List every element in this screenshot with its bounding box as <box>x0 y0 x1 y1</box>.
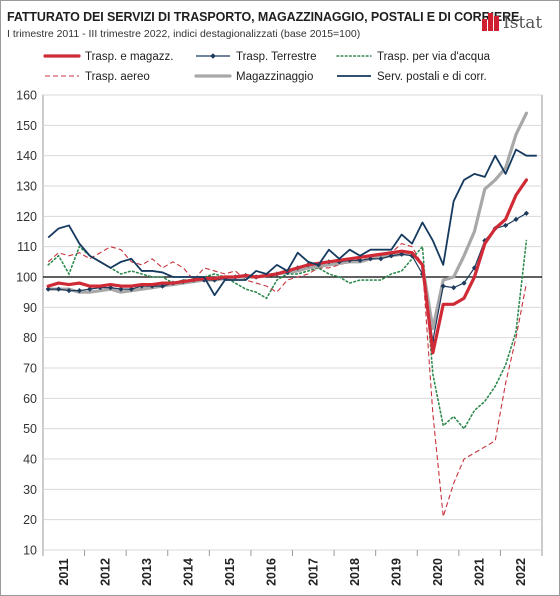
series-point-trasp-terrestre <box>55 286 62 292</box>
x-tick-label: 2014 <box>182 558 196 586</box>
series-line-trasp-aereo <box>47 243 527 517</box>
series-line-magazzinaggio <box>46 111 529 331</box>
y-tick-label: 100 <box>16 271 37 285</box>
legend-label-trasp-e-magazz: Trasp. e magazz. <box>85 51 173 63</box>
y-tick-label: 160 <box>16 89 37 103</box>
x-tick-label: 2021 <box>473 558 487 586</box>
x-tick-label: 2019 <box>389 558 403 586</box>
istat-logo: Istat <box>481 10 555 36</box>
istat-logo-text: Istat <box>503 13 543 33</box>
y-tick-label: 110 <box>17 240 37 254</box>
series-point-trasp-terrestre <box>513 216 519 222</box>
y-tick-label: 10 <box>23 544 37 558</box>
y-tick-label: 130 <box>16 180 37 194</box>
line-chart: 10 20 30 40 50 60 70 80 90 100 110 120 130 140 150 160 2… <box>16 51 543 586</box>
series-line-serv-postali-e-di-corr <box>47 148 537 297</box>
series-point-trasp-terrestre <box>451 285 457 291</box>
y-tick-label: 120 <box>16 210 37 224</box>
legend-label-trasp-terrestre: Trasp. Terrestre <box>236 51 317 63</box>
y-tick-label: 90 <box>23 301 37 315</box>
legend-label-serv-postali-e-di-corr: Serv. postali e di corr. <box>377 71 487 83</box>
x-tick-label: 2017 <box>306 558 320 586</box>
legend-marker-trasp-terrestre <box>210 53 216 59</box>
y-tick-label: 80 <box>23 331 37 345</box>
chart-title: FATTURATO DEI SERVIZI DI TRASPORTO, MAGA… <box>7 10 520 24</box>
x-tick-label: 2013 <box>140 558 154 586</box>
series-point-trasp-terrestre <box>523 210 530 216</box>
legend-label-trasp-aereo: Trasp. aereo <box>85 71 150 83</box>
x-tick-label: 2016 <box>265 558 279 586</box>
istat-logo-icon <box>482 13 499 31</box>
legend-label-magazzinaggio: Magazzinaggio <box>236 71 313 83</box>
chart-subtitle: I trimestre 2011 - III trimestre 2022, i… <box>7 28 361 40</box>
x-tick-label: 2012 <box>98 558 112 586</box>
y-tick-label: 30 <box>23 483 37 497</box>
x-tick-label: 2020 <box>431 558 445 586</box>
y-tick-label: 50 <box>23 422 37 436</box>
x-tick-label: 2022 <box>514 558 528 586</box>
x-tick-label: 2011 <box>57 558 71 585</box>
series-line-trasp-e-magazz <box>46 178 529 355</box>
series-point-trasp-terrestre <box>118 286 124 292</box>
x-tick-label: 2015 <box>223 558 237 586</box>
plot-area <box>42 94 543 551</box>
series-point-trasp-terrestre <box>503 222 509 229</box>
series-point-trasp-terrestre <box>378 256 384 262</box>
y-tick-label: 40 <box>23 453 37 467</box>
y-tick-label: 20 <box>23 513 37 527</box>
series-line-trasp-per-via-d-acqua <box>47 239 528 431</box>
y-tick-label: 140 <box>16 149 37 163</box>
y-tick-label: 70 <box>23 362 37 376</box>
y-tick-label: 150 <box>16 119 37 133</box>
legend-label-trasp-per-via-d-acqua: Trasp. per via d'acqua <box>377 51 491 63</box>
series-point-trasp-terrestre <box>482 238 488 244</box>
series-point-trasp-terrestre <box>87 286 93 292</box>
x-tick-label: 2018 <box>348 558 362 586</box>
y-tick-label: 60 <box>23 392 37 406</box>
